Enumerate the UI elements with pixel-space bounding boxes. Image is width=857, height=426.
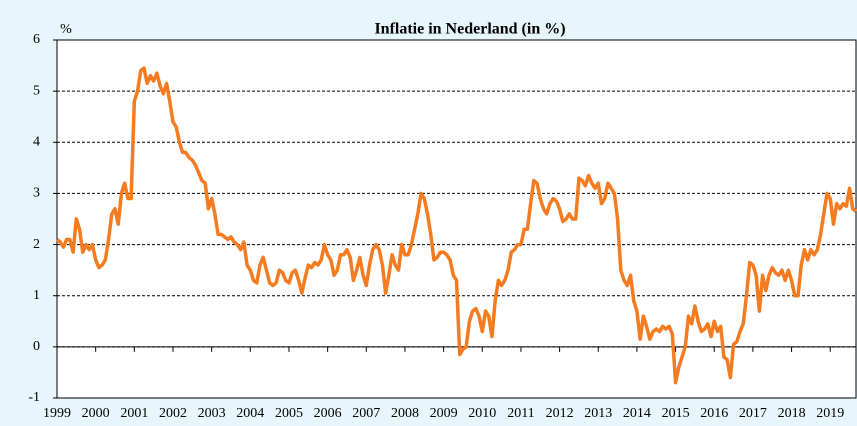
x-tick-label: 1999 xyxy=(43,406,71,421)
x-tick-label: 2018 xyxy=(778,406,806,421)
x-tick-label: 2014 xyxy=(623,406,651,421)
y-tick-label: 4 xyxy=(33,135,40,150)
x-tick-label: 2008 xyxy=(391,406,419,421)
y-tick-label: 3 xyxy=(33,186,40,201)
plot-frame xyxy=(56,39,857,399)
x-tick-label: 2001 xyxy=(120,406,148,421)
y-tick-label: 2 xyxy=(33,237,40,252)
x-tick-label: 2017 xyxy=(739,406,767,421)
y-tick-label: 6 xyxy=(33,32,40,47)
x-tick-label: 2003 xyxy=(198,406,226,421)
x-tick-label: 2012 xyxy=(546,406,574,421)
x-tick-label: 2005 xyxy=(275,406,303,421)
x-tick-label: 2019 xyxy=(816,406,844,421)
y-tick-label: -1 xyxy=(28,390,40,405)
x-tick-label: 2007 xyxy=(352,406,380,421)
x-tick-label: 2016 xyxy=(700,406,728,421)
data-line xyxy=(55,66,857,385)
x-tick-label: 2013 xyxy=(584,406,612,421)
x-tick-label: 2004 xyxy=(236,406,264,421)
y-tick-label: 0 xyxy=(33,339,40,354)
y-axis-label: % xyxy=(60,22,72,37)
x-tick-label: 2011 xyxy=(507,406,534,421)
x-tick-label: 2015 xyxy=(662,406,690,421)
x-tick-label: 2010 xyxy=(468,406,496,421)
y-tick-label: 1 xyxy=(33,288,40,303)
y-tick-label: 5 xyxy=(33,83,40,98)
x-tick-label: 2002 xyxy=(159,406,187,421)
chart-title: Inflatie in Nederland (in %) xyxy=(374,21,565,38)
x-tick-label: 2006 xyxy=(314,406,342,421)
x-tick-label: 2009 xyxy=(430,406,458,421)
x-tick-label: 2000 xyxy=(82,406,110,421)
